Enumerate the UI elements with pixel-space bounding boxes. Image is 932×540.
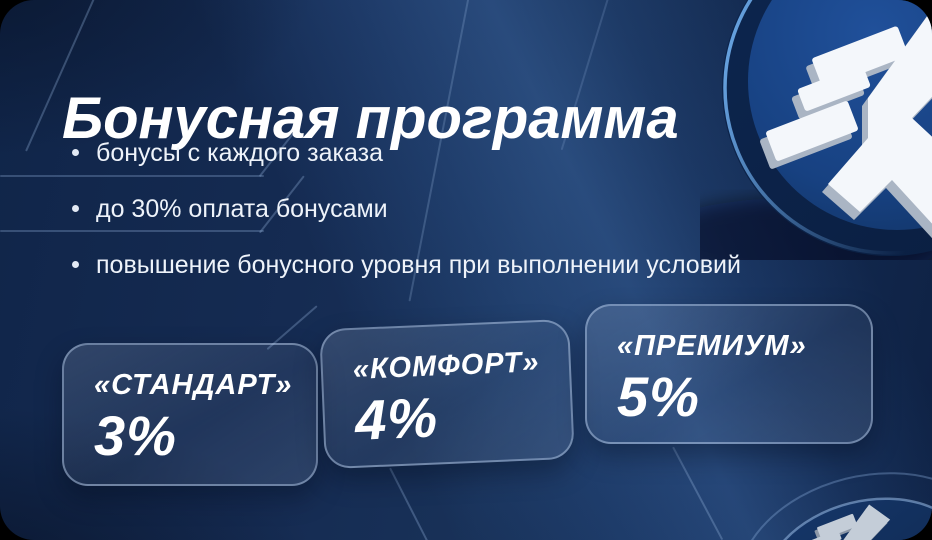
tier-card-standard: «СТАНДАРТ» 3% <box>62 343 318 486</box>
tier-percent: 5% <box>617 364 700 428</box>
bullet-dot <box>72 261 79 268</box>
bullet-item: бонусы с каждого заказа <box>72 138 741 168</box>
bullet-text: бонусы с каждого заказа <box>96 139 383 167</box>
bullet-text: повышение бонусного уровня при выполнени… <box>96 251 741 279</box>
decor-line <box>672 446 724 540</box>
tier-percent: 4% <box>353 385 440 452</box>
tier-card-comfort: «КОМФОРТ» 4% <box>319 318 575 470</box>
tier-percent: 3% <box>94 403 177 467</box>
brand-coin-icon <box>700 0 932 260</box>
decor-line <box>389 467 429 540</box>
bullet-dot <box>72 149 79 156</box>
bullet-item: повышение бонусного уровня при выполнени… <box>72 250 741 280</box>
decor-line <box>0 175 264 177</box>
tier-name: «СТАНДАРТ» <box>94 369 293 401</box>
bullet-item: до 30% оплата бонусами <box>72 194 741 224</box>
bullet-list: бонусы с каждого заказа до 30% оплата бо… <box>72 138 741 306</box>
page-title: Бонусная программа <box>62 85 679 151</box>
bullet-text: до 30% оплата бонусами <box>96 195 388 223</box>
tier-card-premium: «ПРЕМИУМ» 5% <box>585 304 873 444</box>
tier-name: «ПРЕМИУМ» <box>617 330 807 362</box>
tier-name: «КОМФОРТ» <box>352 346 540 386</box>
decor-line <box>0 230 264 232</box>
bullet-dot <box>72 205 79 212</box>
brand-coin-small-icon <box>740 472 932 540</box>
